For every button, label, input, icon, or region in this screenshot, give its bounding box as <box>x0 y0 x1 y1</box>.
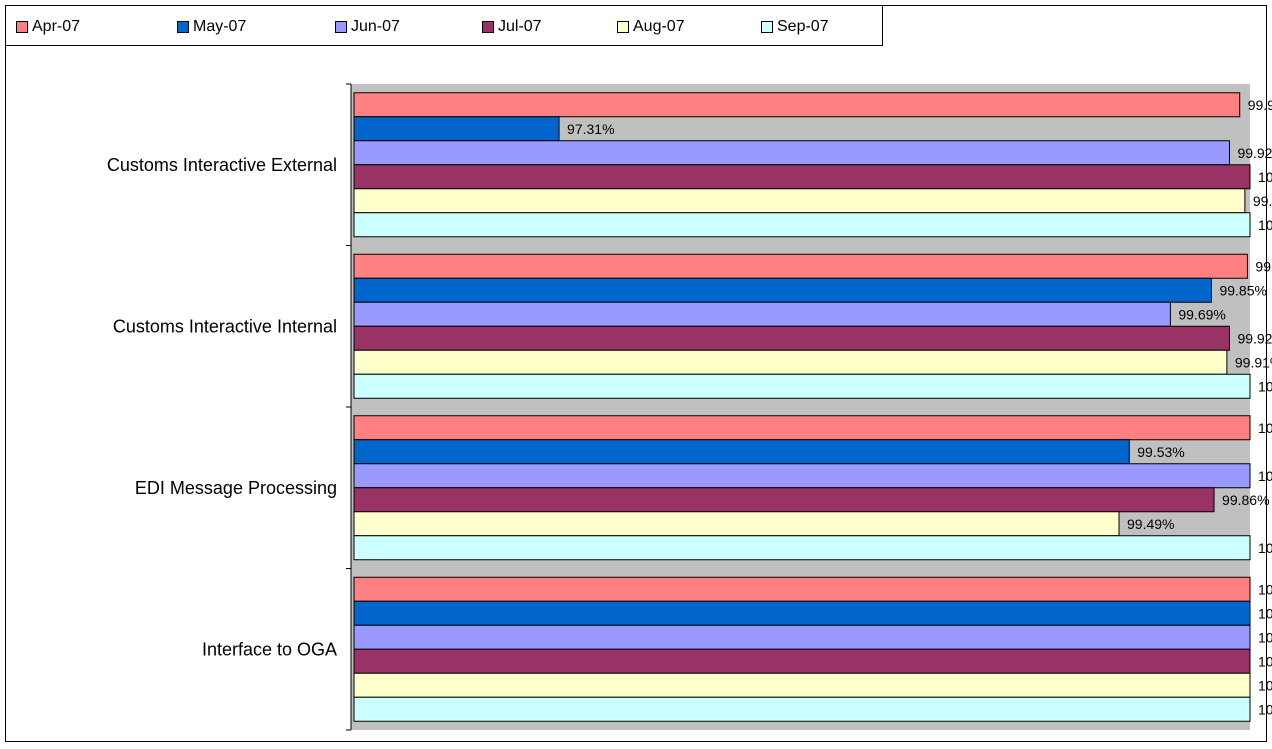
data-label-interface-to-oga-aug-07: 100.00% <box>1258 677 1272 693</box>
legend-label: May-07 <box>193 18 247 35</box>
legend-swatch <box>335 21 347 33</box>
bar-customs-interactive-internal-jul-07 <box>353 325 1230 351</box>
data-label-interface-to-oga-apr-07: 100.00% <box>1258 581 1272 597</box>
data-label-customs-interactive-external-aug-07: 99.98% <box>1253 193 1272 209</box>
bar-edi-message-processing-aug-07 <box>353 511 1120 537</box>
legend-swatch <box>761 21 773 33</box>
data-label-edi-message-processing-jul-07: 99.86% <box>1222 492 1269 508</box>
bar-interface-to-oga-may-07 <box>353 600 1251 626</box>
data-label-customs-interactive-internal-may-07: 99.85% <box>1219 282 1266 298</box>
legend-item-sep-07: Sep-07 <box>761 18 829 36</box>
data-label-customs-interactive-external-may-07: 97.31% <box>567 121 614 137</box>
bar-customs-interactive-internal-jun-07 <box>353 301 1171 327</box>
data-label-edi-message-processing-may-07: 99.53% <box>1137 444 1184 460</box>
bar-edi-message-processing-sep-07 <box>353 535 1251 561</box>
bar-edi-message-processing-apr-07 <box>353 415 1251 441</box>
data-label-customs-interactive-external-jul-07: 100.00% <box>1258 169 1272 185</box>
bar-customs-interactive-internal-aug-07 <box>353 349 1228 375</box>
data-label-interface-to-oga-sep-07: 100.00% <box>1258 701 1272 717</box>
legend-swatch <box>16 21 28 33</box>
legend-item-jul-07: Jul-07 <box>482 18 542 36</box>
bar-customs-interactive-internal-sep-07 <box>353 373 1251 399</box>
legend: Apr-07 May-07 Jun-07 Jul-07 Aug-07 Sep-0… <box>5 5 883 46</box>
category-label-customs-interactive-internal: Customs Interactive Internal <box>113 316 337 336</box>
bar-customs-interactive-external-jul-07 <box>353 164 1251 190</box>
legend-item-apr-07: Apr-07 <box>16 18 80 36</box>
bar-edi-message-processing-jun-07 <box>353 463 1251 489</box>
legend-label: Apr-07 <box>32 18 81 35</box>
bar-customs-interactive-external-apr-07 <box>353 92 1241 118</box>
legend-swatch <box>617 21 629 33</box>
data-label-interface-to-oga-jul-07: 100.00% <box>1258 653 1272 669</box>
bar-customs-interactive-external-may-07 <box>353 116 560 142</box>
data-label-edi-message-processing-jun-07: 100.00% <box>1258 468 1272 484</box>
legend-swatch <box>177 21 189 33</box>
legend-label: Aug-07 <box>633 18 685 35</box>
bar-edi-message-processing-may-07 <box>353 439 1130 465</box>
data-label-edi-message-processing-aug-07: 99.49% <box>1127 516 1174 532</box>
bar-customs-interactive-internal-apr-07 <box>353 253 1248 279</box>
legend-item-aug-07: Aug-07 <box>617 18 685 36</box>
category-label-edi-message-processing: EDI Message Processing <box>135 478 337 498</box>
data-label-edi-message-processing-sep-07: 100.00% <box>1258 540 1272 556</box>
data-label-customs-interactive-external-sep-07: 100.00% <box>1258 217 1272 233</box>
data-label-customs-interactive-external-jun-07: 99.92% <box>1237 145 1272 161</box>
bar-interface-to-oga-jul-07 <box>353 648 1251 674</box>
bar-customs-interactive-external-aug-07 <box>353 188 1246 214</box>
bar-interface-to-oga-aug-07 <box>353 672 1251 698</box>
data-label-customs-interactive-internal-aug-07: 99.91% <box>1235 354 1272 370</box>
category-label-customs-interactive-external: Customs Interactive External <box>107 155 337 175</box>
data-label-interface-to-oga-jun-07: 100.00% <box>1258 629 1272 645</box>
bar-interface-to-oga-sep-07 <box>353 696 1251 722</box>
bar-edi-message-processing-jul-07 <box>353 487 1215 513</box>
bar-customs-interactive-external-sep-07 <box>353 212 1251 238</box>
data-label-interface-to-oga-may-07: 100.00% <box>1258 605 1272 621</box>
legend-item-may-07: May-07 <box>177 18 246 36</box>
bar-interface-to-oga-apr-07 <box>353 576 1251 602</box>
data-label-customs-interactive-internal-jun-07: 99.69% <box>1178 306 1225 322</box>
data-label-customs-interactive-external-apr-07: 99.96% <box>1248 97 1272 113</box>
category-label-interface-to-oga: Interface to OGA <box>202 639 337 659</box>
bar-customs-interactive-external-jun-07 <box>353 140 1230 166</box>
data-label-customs-interactive-internal-sep-07: 100.00% <box>1258 378 1272 394</box>
data-label-customs-interactive-internal-jul-07: 99.92% <box>1237 330 1272 346</box>
bar-interface-to-oga-jun-07 <box>353 624 1251 650</box>
legend-label: Sep-07 <box>777 18 829 35</box>
data-label-edi-message-processing-apr-07: 100.00% <box>1258 420 1272 436</box>
data-label-customs-interactive-internal-apr-07: 99.99% <box>1255 258 1272 274</box>
legend-item-jun-07: Jun-07 <box>335 18 400 36</box>
legend-swatch <box>482 21 494 33</box>
bar-customs-interactive-internal-may-07 <box>353 277 1212 303</box>
legend-label: Jul-07 <box>498 18 542 35</box>
legend-label: Jun-07 <box>351 18 400 35</box>
